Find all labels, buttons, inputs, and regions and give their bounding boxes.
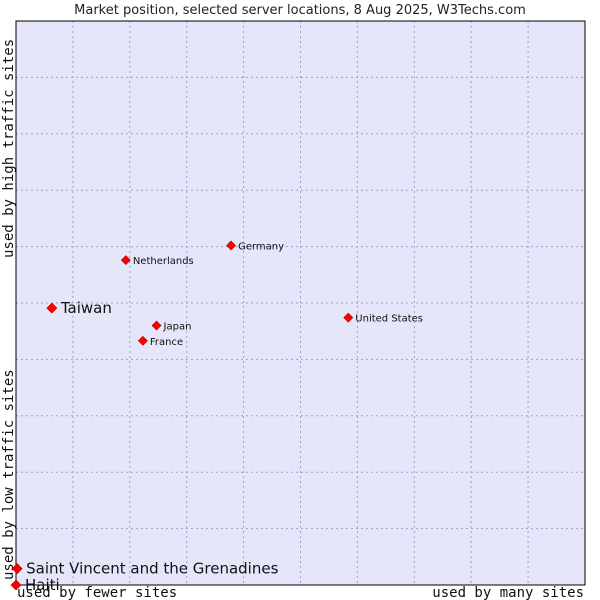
point-marker[interactable] xyxy=(151,320,162,331)
point-marker[interactable] xyxy=(46,302,58,314)
chart-title: Market position, selected server locatio… xyxy=(74,3,526,18)
point-japan[interactable]: Japan xyxy=(151,320,192,333)
point-saint-vincent-and-the-grenadines[interactable]: Saint Vincent and the Grenadines xyxy=(11,560,279,578)
y-axis-label-bottom: used by low traffic sites xyxy=(1,369,17,580)
point-france[interactable]: France xyxy=(137,335,183,348)
point-marker[interactable] xyxy=(343,312,354,323)
point-label: Japan xyxy=(163,322,192,333)
plot-frame xyxy=(15,20,586,586)
point-united-states[interactable]: United States xyxy=(343,312,423,325)
point-marker[interactable] xyxy=(120,255,131,266)
point-marker[interactable] xyxy=(11,563,23,575)
point-netherlands[interactable]: Netherlands xyxy=(120,255,194,267)
point-marker[interactable] xyxy=(226,240,237,251)
point-haiti[interactable]: Haiti xyxy=(10,576,60,594)
point-label: Germany xyxy=(238,241,284,252)
x-axis-label-right: used by many sites xyxy=(432,585,584,600)
data-points: Germany Netherlands Taiwan United States Jap… xyxy=(10,240,423,594)
point-label: United States xyxy=(355,314,423,325)
point-label: Netherlands xyxy=(133,256,194,267)
point-label: France xyxy=(150,337,183,348)
point-germany[interactable]: Germany xyxy=(226,240,285,253)
point-marker[interactable] xyxy=(10,579,22,591)
point-marker[interactable] xyxy=(137,335,148,346)
point-label: Haiti xyxy=(25,576,60,594)
point-label: Saint Vincent and the Grenadines xyxy=(26,560,278,578)
y-axis-label-top: used by high traffic sites xyxy=(1,39,17,258)
point-label: Taiwan xyxy=(60,299,112,317)
x-axis-label-left: used by fewer sites xyxy=(17,585,177,600)
grid-lines xyxy=(16,21,585,585)
point-taiwan[interactable]: Taiwan xyxy=(46,299,112,317)
